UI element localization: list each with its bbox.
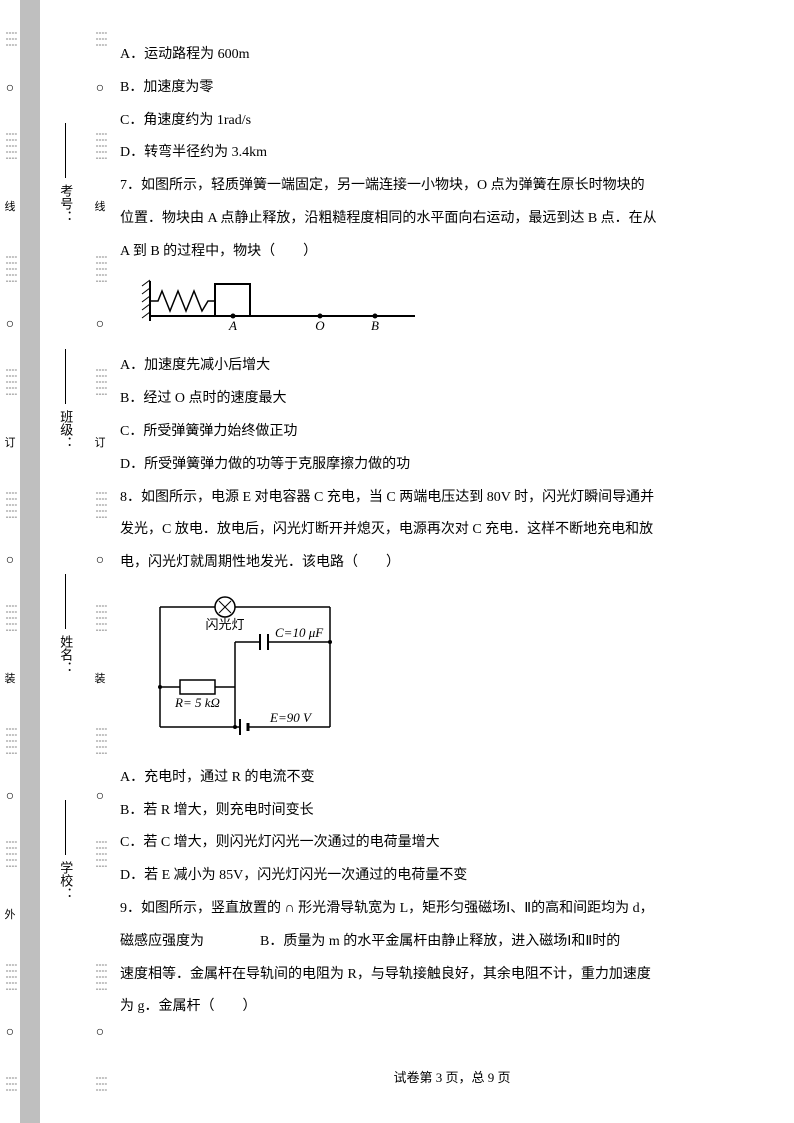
q6-option-b: B．加速度为零 [120,73,764,104]
dots: ┊┊┊ [5,1075,15,1093]
q6-option-a: A．运动路程为 600m [120,40,764,71]
q9-stem-3: 速度相等．金属杆在导轨间的电阻为 R，与导轨接触良好，其余电阻不计，重力加速度 [120,960,764,991]
dots: ┊┊┊┊┊ [5,490,15,520]
grey-binding-strip [20,0,40,1123]
name-field: 姓名： [51,574,80,674]
q8-stem-2: 发光，C 放电．放电后，闪光灯断开并熄灭，电源再次对 C 充电．这样不断地充电和… [120,515,764,546]
q8-diagram: 闪光灯 E=90 V R= 5 kΩ [140,587,764,755]
dots: ┊┊┊┊┊ [95,962,105,992]
q8-flash-label: 闪光灯 [205,617,244,632]
q8-stem-1: 8．如图所示，电源 E 对电容器 C 充电，当 C 两端电压达到 80V 时，闪… [120,483,764,514]
dots: ┊┊┊ [95,30,105,48]
circle-marker: ○ [96,790,104,804]
dots: ┊┊┊ [5,30,15,48]
page-container: ┊┊┊ ○ ┊┊┊┊┊ 线 ┊┊┊┊┊ ○ ┊┊┊┊┊ 订 ┊┊┊┊┊ ○ ┊┊… [0,0,794,1123]
dots: ┊┊┊┊┊ [5,367,15,397]
q6-option-d: D．转弯半径约为 3.4km [120,138,764,169]
page-footer: 试卷第 3 页，总 9 页 [110,1064,794,1093]
q7-option-d: D．所受弹簧弹力做的功等于克服摩擦力做的功 [120,450,764,481]
q7-diagram: A O B [140,276,764,344]
exam-number-label: 考号： [51,184,80,223]
q8-option-a: A．充电时，通过 R 的电流不变 [120,763,764,794]
q7-option-c: C．所受弹簧弹力始终做正功 [120,417,764,448]
dots: ┊┊┊ [95,1075,105,1093]
q8-E-label: E=90 V [269,710,313,725]
class-label: 班级： [51,410,80,449]
exam-number-field: 考号： [51,123,80,223]
dots: ┊┊┊┊┊ [95,254,105,284]
q7-stem-2: 位置．物块由 A 点静止释放，沿粗糙程度相同的水平面向右运动，最远到达 B 点．… [120,204,764,235]
student-info-column: 考号： 班级： 姓名： 学校： [40,0,90,1123]
binding-margin: ┊┊┊ ○ ┊┊┊┊┊ 线 ┊┊┊┊┊ ○ ┊┊┊┊┊ 订 ┊┊┊┊┊ ○ ┊┊… [0,0,110,1123]
margin-marker-line2: 线 [95,195,106,219]
dots: ┊┊┊┊┊ [5,254,15,284]
q8-C-label: C=10 μF [275,625,324,640]
dots: ┊┊┊┊┊ [95,726,105,756]
fill-line [65,800,66,855]
dots: ┊┊┊┊┊ [95,490,105,520]
circle-marker: ○ [96,82,104,96]
circle-marker: ○ [96,554,104,568]
circle-marker: ○ [6,790,14,804]
q7-label-B: B [371,318,379,331]
name-label: 姓名： [51,635,80,674]
circle-marker: ○ [6,318,14,332]
circle-marker: ○ [96,1026,104,1040]
q9-stem-2: 磁感应强度为 B．质量为 m 的水平金属杆由静止释放，进入磁场Ⅰ和Ⅱ时的 [120,927,764,958]
q7-stem-3: A 到 B 的过程中，物块（ ） [120,237,764,268]
q8-R-label: R= 5 kΩ [174,695,220,710]
dots: ┊┊┊┊┊ [5,962,15,992]
margin-marker-ding: 订 [5,431,16,455]
dots: ┊┊┊┊┊ [95,603,105,633]
margin-marker-zhuang: 装 [5,667,16,691]
dots: ┊┊┊┊┊ [5,839,15,869]
fill-line [65,574,66,629]
margin-marker-ding2: 订 [95,431,106,455]
class-field: 班级： [51,349,80,449]
dots: ┊┊┊┊┊ [5,603,15,633]
q7-option-a: A．加速度先减小后增大 [120,351,764,382]
q7-label-A: A [228,318,237,331]
circle-marker: ○ [6,1026,14,1040]
q8-option-c: C．若 C 增大，则闪光灯闪光一次通过的电荷量增大 [120,828,764,859]
margin-marker-zhuang2: 装 [95,667,106,691]
fill-line [65,349,66,404]
dots: ┊┊┊┊┊ [5,131,15,161]
inner-marker-column: ┊┊┊ ○ ┊┊┊┊┊ 线 ┊┊┊┊┊ ○ ┊┊┊┊┊ 订 ┊┊┊┊┊ ○ ┊┊… [90,0,110,1123]
dots: ┊┊┊┊┊ [95,839,105,869]
circle-marker: ○ [6,82,14,96]
dots: ┊┊┊┊┊ [5,726,15,756]
outer-marker-column: ┊┊┊ ○ ┊┊┊┊┊ 线 ┊┊┊┊┊ ○ ┊┊┊┊┊ 订 ┊┊┊┊┊ ○ ┊┊… [0,0,20,1123]
q8-option-d: D．若 E 减小为 85V，闪光灯闪光一次通过的电荷量不变 [120,861,764,892]
school-label: 学校： [51,861,80,900]
q8-stem-3: 电，闪光灯就周期性地发光．该电路（ ） [120,548,764,579]
circle-marker: ○ [96,318,104,332]
q6-option-c: C．角速度约为 1rad/s [120,106,764,137]
q9-stem-4: 为 g．金属杆（ ） [120,992,764,1023]
q9-stem-1: 9．如图所示，竖直放置的 ∩ 形光滑导轨宽为 L，矩形匀强磁场Ⅰ、Ⅱ的高和间距均… [120,894,764,925]
dots: ┊┊┊┊┊ [95,131,105,161]
circle-marker: ○ [6,554,14,568]
margin-marker-line: 线 [5,195,16,219]
fill-line [65,123,66,178]
content-area: A．运动路程为 600m B．加速度为零 C．角速度约为 1rad/s D．转弯… [110,0,794,1123]
dots: ┊┊┊┊┊ [95,367,105,397]
margin-marker-blank [95,903,106,927]
school-field: 学校： [51,800,80,900]
q7-label-O: O [315,318,325,331]
q7-option-b: B．经过 O 点时的速度最大 [120,384,764,415]
q8-option-b: B．若 R 增大，则充电时间变长 [120,796,764,827]
margin-marker-wai: 外 [5,903,16,927]
q7-stem-1: 7．如图所示，轻质弹簧一端固定，另一端连接一小物块，O 点为弹簧在原长时物块的 [120,171,764,202]
